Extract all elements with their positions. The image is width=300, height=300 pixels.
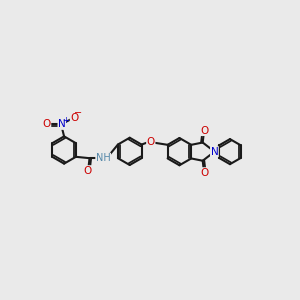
Text: O: O — [70, 113, 79, 123]
Text: O: O — [200, 125, 208, 136]
Text: N: N — [58, 119, 66, 129]
Text: N: N — [211, 147, 218, 157]
Text: O: O — [84, 166, 92, 176]
Text: O: O — [200, 168, 208, 178]
Text: O: O — [147, 137, 155, 147]
Text: −: − — [74, 109, 83, 118]
Text: NH: NH — [96, 153, 110, 163]
Text: O: O — [43, 119, 51, 129]
Text: +: + — [63, 116, 69, 125]
